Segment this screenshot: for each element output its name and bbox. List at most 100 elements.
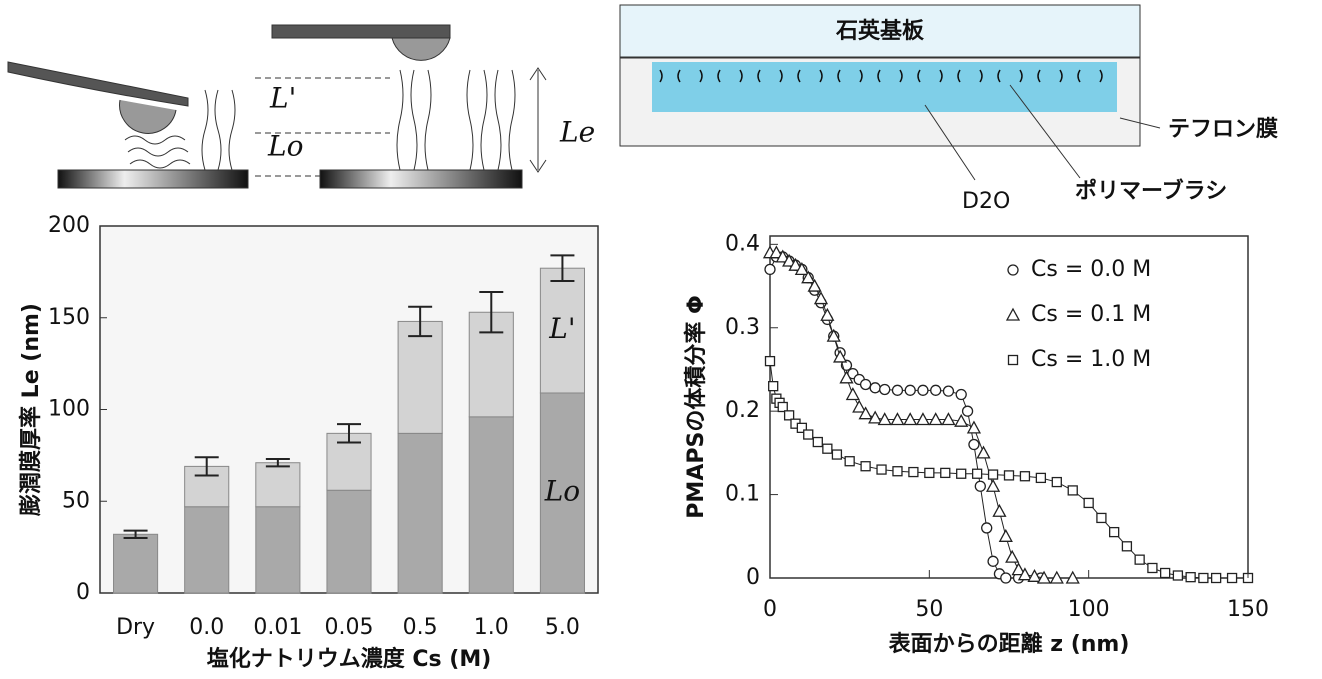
marker [1148,563,1157,572]
bar-segment [398,321,442,433]
substrate [58,170,248,188]
x-tick-label: 0.0 [189,615,224,640]
marker [1135,555,1144,564]
x-tick-label: 100 [1068,597,1110,622]
y-axis-label: 膨潤膜厚率 Le (nm) [18,303,44,517]
legend-marker [1008,265,1018,275]
x-tick-label: 5.0 [545,615,580,640]
y-tick-label: 150 [48,305,90,330]
marker [931,385,941,395]
marker [943,386,953,396]
bar-segment [256,463,300,507]
y-tick-label: 0.2 [725,398,760,423]
brush-label: ポリマーブラシ [1075,178,1227,204]
cantilever [272,25,450,38]
x-tick-label: 1.0 [474,615,509,640]
y-tick-label: 50 [62,488,90,513]
marker [982,523,992,533]
y-tick-label: 200 [48,213,90,238]
marker [1186,573,1195,582]
marker [918,385,928,395]
marker [769,382,778,391]
marker [880,384,890,394]
collapsed-brush [125,136,190,168]
cantilever [8,62,188,106]
marker [1068,486,1077,495]
teflon-label: テフロン膜 [1168,117,1278,142]
y-axis-label: PMAPSの体積分率 Φ [683,295,709,518]
marker [1199,574,1208,583]
x-tick-label: 0 [763,597,777,622]
marker [870,383,880,393]
marker [941,468,950,477]
marker [1110,528,1119,537]
page: L' Lo Le 石英基板 テフロン膜 ポリマーブラシ D2O Dry0.00.… [0,0,1322,679]
marker [956,389,966,399]
marker [963,406,973,416]
y-tick-label: 0.1 [725,482,760,507]
marker [892,385,902,395]
marker [969,440,979,450]
marker [778,403,787,412]
x-tick-label: 150 [1227,597,1269,622]
marker [766,357,775,366]
y-tick-label: 0.3 [725,315,760,340]
marker [765,264,775,274]
figure: L' Lo Le 石英基板 テフロン膜 ポリマーブラシ D2O Dry0.00.… [0,0,1322,679]
x-tick-label: Dry [116,615,155,640]
marker [925,468,934,477]
marker [785,411,794,420]
marker [989,470,998,479]
marker [861,462,870,471]
marker [1052,478,1061,487]
tip [392,38,450,60]
substrate [320,170,522,188]
plot-frame [770,236,1248,578]
y-tick-label: 100 [48,397,90,422]
legend-label: Cs = 0.1 M [1031,302,1151,327]
y-tick-label: 0.4 [725,231,760,256]
bar-segment [114,534,158,593]
bar-segment [398,433,442,593]
marker [988,556,998,566]
marker [1097,513,1106,522]
l-o-label: Lo [267,130,303,163]
marker [1001,573,1011,583]
l-prime-label: L' [269,82,296,115]
bar-segment [185,507,229,593]
d2o-layer [652,62,1117,112]
marker [804,430,813,439]
marker [877,465,886,474]
bar-segment [327,490,371,593]
marker [845,457,854,466]
marker [1161,568,1170,577]
marker [1212,574,1221,583]
x-axis-label: 表面からの距離 z (nm) [889,631,1130,657]
marker [813,438,822,447]
le-arrow [530,68,546,172]
marker [1005,471,1014,480]
marker [1020,472,1029,481]
x-tick-label: 0.01 [253,615,302,640]
d2o-label: D2O [962,189,1010,214]
marker [909,468,918,477]
marker [861,379,871,389]
x-tick-label: 0.05 [325,615,374,640]
marker [905,385,915,395]
y-tick-label: 0 [746,565,760,590]
marker [1228,574,1237,583]
quartz-label: 石英基板 [835,19,925,44]
y-tick-label: 0 [76,580,90,605]
x-tick-label: 50 [915,597,943,622]
marker [1084,498,1093,507]
bar-segment [256,507,300,593]
marker [1122,542,1131,551]
x-tick-label: 0.5 [403,615,438,640]
bar-segment [469,417,513,593]
series-label: Lo [544,474,580,507]
legend-label: Cs = 0.0 M [1031,257,1151,282]
series-label: L' [548,312,575,345]
legend-marker [1009,356,1018,365]
marker [893,467,902,476]
marker [832,450,841,459]
